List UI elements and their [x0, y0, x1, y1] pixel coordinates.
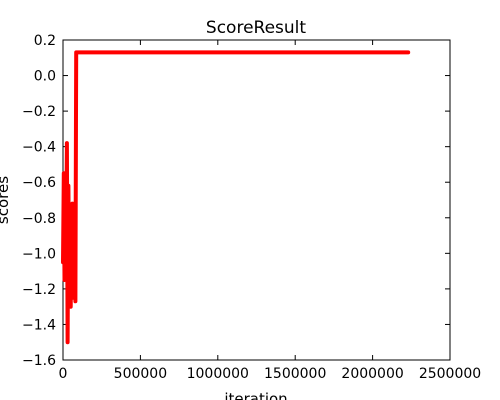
y-tick-label: 0.2	[34, 33, 56, 49]
y-tick-label: −0.4	[22, 140, 56, 156]
x-axis: 0 500000 1000000 1500000 2000000 2500000	[59, 40, 481, 382]
y-tick-label: −0.6	[22, 175, 56, 191]
x-tick-label: 2000000	[341, 366, 403, 382]
y-tick-label: 0.0	[34, 69, 56, 85]
y-tick-label: −1.0	[22, 246, 56, 262]
y-tick-label: −0.2	[22, 104, 56, 120]
y-tick-label: −1.2	[22, 282, 56, 298]
y-tick-label: −1.4	[22, 317, 56, 333]
plot-frame	[62, 39, 451, 361]
y-tick-label: −0.8	[22, 211, 56, 227]
y-tick-label: −1.6	[22, 353, 56, 369]
x-axis-label: iteration	[224, 390, 287, 400]
y-axis-label: scores	[0, 176, 12, 224]
x-tick-label: 1500000	[264, 366, 326, 382]
y-axis: −1.6 −1.4 −1.2 −1.0 −0.8 −0.6 −0.4 −0.2 0.0 0.2	[22, 33, 450, 369]
chart-title: ScoreResult	[206, 18, 306, 38]
x-tick-label: 0	[59, 366, 68, 382]
series-layer	[61, 50, 411, 345]
series-line-0	[61, 50, 411, 345]
x-tick-label: 1000000	[187, 366, 249, 382]
x-tick-label: 2500000	[419, 366, 481, 382]
x-tick-label: 500000	[114, 366, 167, 382]
